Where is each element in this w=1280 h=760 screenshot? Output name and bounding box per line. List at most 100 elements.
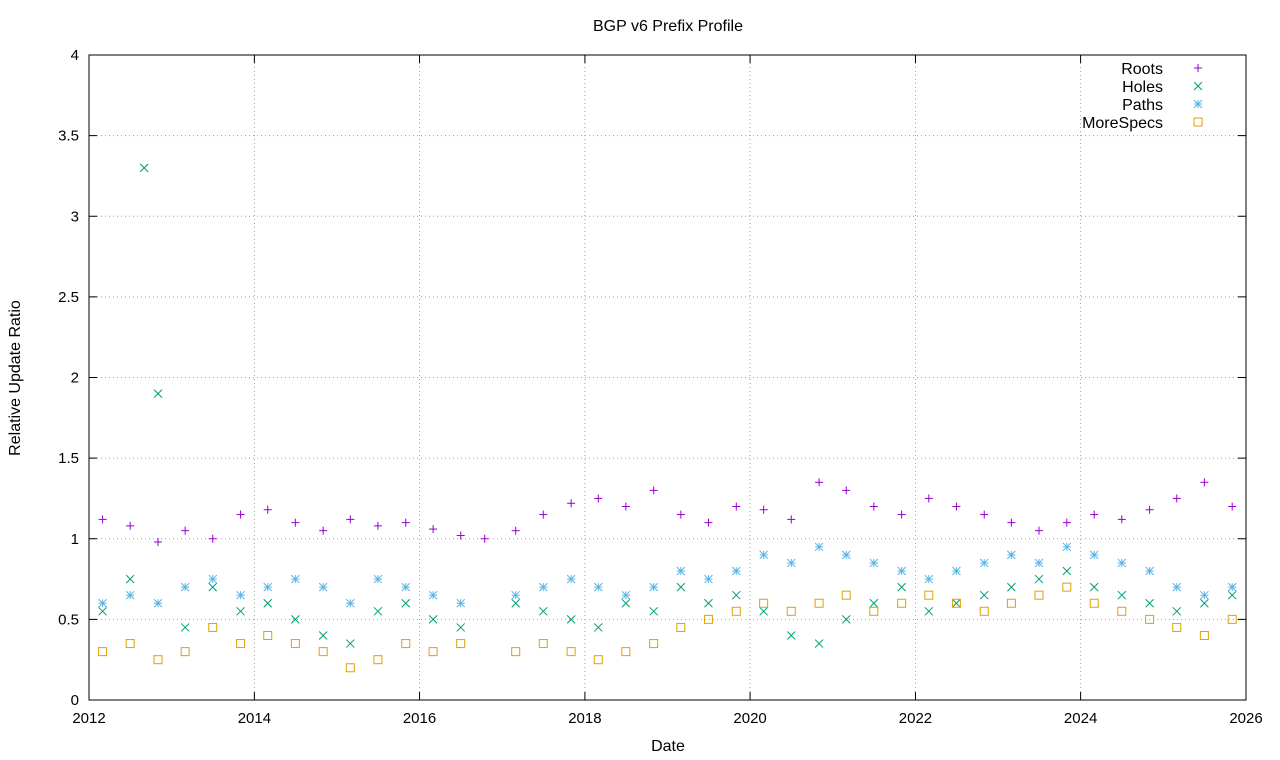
- holes-point: [373, 606, 383, 616]
- holes-point: [952, 598, 961, 608]
- legend-marker-morespecs: [1193, 117, 1203, 127]
- roots-point: [98, 515, 107, 524]
- morespecs-point: [1145, 614, 1155, 624]
- series-roots: [98, 478, 1237, 546]
- morespecs-point: [566, 647, 576, 657]
- holes-point: [318, 631, 328, 640]
- legend-label-holes: Holes: [1122, 79, 1163, 96]
- paths-point: [98, 598, 107, 608]
- paths-point: [979, 558, 989, 568]
- morespecs-point: [759, 598, 769, 608]
- holes-point: [401, 598, 411, 608]
- morespecs-point: [428, 647, 438, 657]
- holes-point: [731, 590, 741, 600]
- paths-point: [593, 582, 603, 592]
- holes-point: [1200, 598, 1209, 608]
- paths-point: [897, 566, 907, 576]
- roots-point: [676, 510, 685, 519]
- paths-point: [924, 574, 934, 584]
- roots-point: [704, 518, 713, 527]
- holes-point: [897, 582, 907, 592]
- roots-point: [126, 521, 135, 530]
- roots-point: [1228, 502, 1237, 511]
- x-tick-label: 2026: [1229, 710, 1262, 727]
- holes-point: [538, 606, 548, 616]
- paths-point: [1034, 558, 1044, 568]
- morespecs-point: [1199, 631, 1209, 640]
- roots-point: [567, 499, 576, 508]
- morespecs-point: [373, 655, 383, 665]
- roots-point: [401, 518, 410, 527]
- roots-point: [980, 510, 989, 519]
- morespecs-point: [1172, 622, 1182, 632]
- x-tick-label: 2018: [568, 710, 601, 727]
- roots-point: [1200, 478, 1209, 487]
- roots-point: [924, 494, 933, 503]
- paths-point: [841, 550, 851, 560]
- roots-point: [373, 521, 382, 530]
- paths-point: [1089, 550, 1099, 560]
- holes-point: [428, 615, 438, 624]
- roots-point: [1007, 518, 1016, 527]
- series-holes: [98, 163, 1237, 648]
- morespecs-point: [345, 663, 355, 673]
- paths-point: [236, 590, 245, 600]
- x-tick-label: 2012: [72, 710, 105, 727]
- paths-point: [511, 590, 521, 600]
- legend-marker-holes: [1193, 81, 1203, 91]
- holes-point: [511, 598, 521, 608]
- paths-point: [538, 582, 548, 592]
- paths-point: [208, 574, 218, 584]
- x-tick-label: 2016: [403, 710, 436, 727]
- roots-point: [759, 505, 768, 514]
- paths-point: [1007, 550, 1016, 560]
- holes-point: [841, 615, 851, 624]
- holes-point: [290, 615, 300, 624]
- roots-point: [154, 537, 163, 546]
- holes-point: [208, 582, 218, 592]
- roots-point: [897, 510, 906, 519]
- y-tick-label: 0: [71, 692, 79, 709]
- morespecs-point: [1034, 590, 1044, 600]
- paths-point: [1145, 566, 1154, 576]
- morespecs-point: [1006, 598, 1016, 608]
- morespecs-point: [593, 655, 603, 665]
- holes-point: [621, 598, 631, 608]
- holes-point: [649, 606, 659, 616]
- morespecs-point: [208, 622, 218, 632]
- holes-point: [1062, 566, 1072, 576]
- y-tick-label: 1.5: [58, 450, 79, 467]
- roots-point: [952, 502, 961, 511]
- roots-point: [1117, 515, 1126, 524]
- roots-point: [1090, 510, 1099, 519]
- y-tick-label: 0.5: [58, 611, 79, 628]
- x-tick-label: 2020: [733, 710, 766, 727]
- roots-point: [1145, 505, 1154, 514]
- paths-point: [373, 574, 383, 584]
- holes-point: [1227, 590, 1237, 600]
- morespecs-point: [263, 631, 273, 640]
- paths-point: [290, 574, 300, 584]
- holes-point: [125, 574, 135, 584]
- morespecs-point: [1117, 606, 1127, 616]
- morespecs-point: [786, 606, 796, 616]
- roots-point: [456, 531, 465, 540]
- morespecs-point: [869, 606, 879, 616]
- roots-point: [649, 486, 658, 495]
- paths-point: [814, 542, 824, 552]
- roots-point: [732, 502, 741, 511]
- paths-point: [1200, 590, 1209, 600]
- holes-point: [924, 606, 934, 616]
- holes-point: [786, 631, 796, 640]
- legend-marker-roots: [1194, 64, 1202, 72]
- roots-point: [787, 515, 796, 524]
- axis-ticks: 0 0.5 1 1.5 2 2.5 3 3.5 4 2012 2014 2016 2018 2020 202…: [58, 47, 1263, 727]
- x-tick-label: 2024: [1064, 710, 1097, 727]
- roots-point: [842, 486, 851, 495]
- morespecs-point: [676, 622, 686, 632]
- holes-point: [263, 598, 273, 608]
- roots-point: [429, 525, 438, 534]
- holes-point: [1172, 606, 1182, 616]
- holes-point: [1034, 574, 1044, 584]
- morespecs-point: [924, 590, 934, 600]
